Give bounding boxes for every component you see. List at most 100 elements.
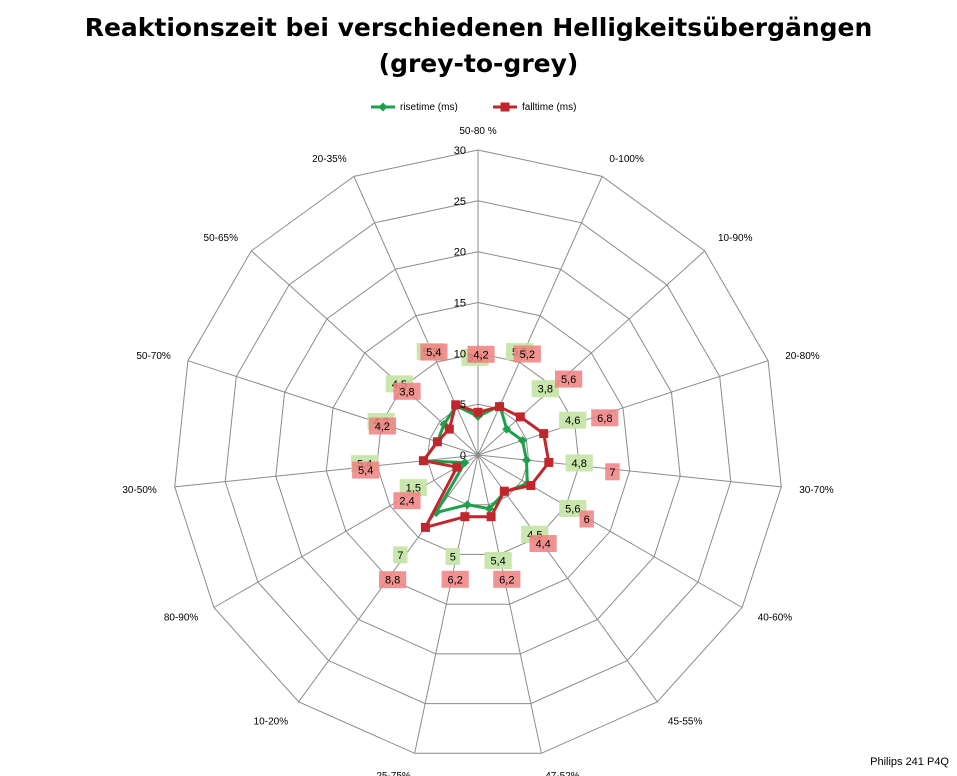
category-label: 50-70% xyxy=(136,351,171,362)
category-label: 10-20% xyxy=(254,716,289,727)
falltime-data-label: 4,2 xyxy=(375,421,390,433)
falltime-data-label: 6,2 xyxy=(448,574,463,586)
falltime-point xyxy=(460,512,470,522)
falltime-data-label: 5,4 xyxy=(426,347,441,359)
risetime-label-box xyxy=(399,479,427,497)
grid-spoke xyxy=(477,454,542,754)
radar-data-labels: 3,85,33,84,64,85,64,55,4571,55,44,24,55,… xyxy=(351,343,620,589)
falltime-label-box xyxy=(441,570,469,588)
falltime-label-box xyxy=(513,345,541,363)
radial-tick-label: 5 xyxy=(460,399,466,411)
series-line-risetime xyxy=(421,404,529,515)
legend-marker-falltime xyxy=(493,102,517,112)
falltime-data-label: 5,2 xyxy=(520,349,535,361)
falltime-data-label: 5,6 xyxy=(561,374,576,386)
grid-spoke xyxy=(477,250,706,456)
grid-ring xyxy=(426,403,530,506)
radial-tick-label: 15 xyxy=(454,298,466,310)
falltime-data-label: 4,2 xyxy=(473,349,488,361)
risetime-label-box xyxy=(565,454,593,472)
falltime-data-label: 2,4 xyxy=(399,496,414,508)
risetime-label-box xyxy=(531,380,559,398)
risetime-data-label: 5,4 xyxy=(490,556,505,568)
falltime-label-box xyxy=(379,571,407,589)
radial-tick-label: 20 xyxy=(454,247,466,259)
category-label: 20-35% xyxy=(312,154,347,165)
falltime-label-box xyxy=(352,461,380,479)
radial-tick-label: 10 xyxy=(454,348,466,360)
radial-tick-label: 30 xyxy=(454,145,466,157)
grid-ring xyxy=(325,301,631,605)
falltime-point xyxy=(526,481,536,490)
risetime-point xyxy=(484,504,494,514)
falltime-data-label: 8,8 xyxy=(385,575,400,587)
chart-title: Reaktionszeit bei verschiedenen Helligke… xyxy=(0,10,957,82)
category-label: 0-100% xyxy=(609,154,644,165)
falltime-data-label: 3,8 xyxy=(399,386,414,398)
grid-spoke xyxy=(477,454,658,703)
falltime-point xyxy=(452,462,462,472)
falltime-data-label: 7 xyxy=(609,467,615,479)
grid-ring xyxy=(174,149,782,754)
falltime-data-label: 6,8 xyxy=(597,413,612,425)
falltime-point xyxy=(444,424,454,434)
radar-grid xyxy=(174,149,782,754)
category-label: 10-90% xyxy=(718,233,753,244)
risetime-data-label: 4,6 xyxy=(565,415,580,427)
risetime-label-box xyxy=(445,548,460,565)
grid-spoke xyxy=(187,360,479,456)
chart-title-subtitle: (grey-to-grey) xyxy=(378,49,579,78)
risetime-point xyxy=(518,436,527,445)
category-label: 20-80% xyxy=(785,351,820,362)
falltime-label-box xyxy=(529,535,557,552)
risetime-data-label: 5 xyxy=(450,552,456,564)
series-line-falltime xyxy=(421,403,551,529)
falltime-point xyxy=(451,400,461,410)
falltime-data-label: 6 xyxy=(584,514,590,526)
falltime-label-box xyxy=(591,409,619,427)
falltime-point xyxy=(499,486,509,496)
grid-spoke xyxy=(477,454,743,608)
risetime-point xyxy=(460,458,470,468)
category-label: 45-55% xyxy=(668,716,703,727)
risetime-data-label: 5,6 xyxy=(565,504,580,516)
grid-spoke xyxy=(250,250,479,456)
falltime-point xyxy=(418,456,428,466)
chart-title-main: Reaktionszeit bei verschiedenen Helligke… xyxy=(84,13,873,42)
falltime-point xyxy=(495,402,504,412)
falltime-point xyxy=(486,512,496,522)
grid-ring xyxy=(376,352,580,555)
falltime-data-label: 5,4 xyxy=(358,465,373,477)
risetime-data-label: 1,5 xyxy=(406,483,421,495)
falltime-data-label: 6,2 xyxy=(499,574,514,586)
falltime-data-label: 4,4 xyxy=(535,539,550,551)
risetime-label-box xyxy=(559,411,587,429)
category-label: 50-65% xyxy=(204,233,239,244)
grid-spoke xyxy=(213,454,479,608)
radial-tick-label: 25 xyxy=(454,196,466,208)
falltime-point xyxy=(473,407,483,417)
risetime-label-box xyxy=(393,546,408,564)
risetime-label-box xyxy=(484,552,512,569)
legend-label-risetime: risetime (ms) xyxy=(400,101,458,113)
category-label: 30-70% xyxy=(799,485,834,496)
risetime-point xyxy=(522,455,531,465)
chart-legend: risetime (ms) falltime (ms) xyxy=(0,100,957,118)
risetime-point xyxy=(502,424,512,434)
falltime-point xyxy=(515,412,525,422)
grid-ring xyxy=(275,251,681,655)
legend-entry-falltime: falltime (ms) xyxy=(492,100,576,114)
category-label: 30-50% xyxy=(122,485,157,496)
category-label: 50-80 % xyxy=(459,126,496,137)
radar-series xyxy=(418,400,554,532)
falltime-point xyxy=(539,429,549,439)
legend-marker-risetime xyxy=(371,102,395,112)
falltime-point xyxy=(544,457,554,467)
falltime-point xyxy=(432,437,442,447)
category-label: 25-75% xyxy=(376,771,411,776)
falltime-point xyxy=(420,522,430,532)
category-label: 47-52% xyxy=(545,771,580,776)
falltime-label-box xyxy=(420,343,448,361)
falltime-label-box xyxy=(579,510,594,528)
